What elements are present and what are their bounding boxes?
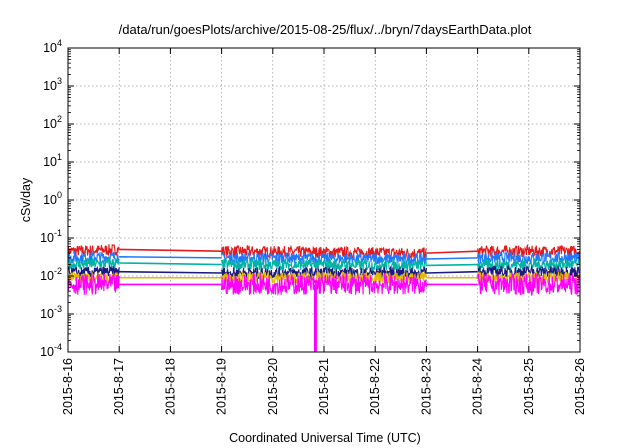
y-tick-label: 102 xyxy=(43,114,62,131)
y-tick-label: 10-2 xyxy=(40,266,62,283)
series-segment xyxy=(477,271,581,297)
y-tick-label: 101 xyxy=(43,152,62,169)
x-tick-label: 2015-8-26 xyxy=(573,358,587,415)
x-tick-label: 2015-8-25 xyxy=(522,358,536,415)
y-tick-label: 10-4 xyxy=(40,342,62,359)
series-segment xyxy=(426,263,478,267)
y-axis: 10-4 10-3 10-2 10-1 100 101 102 103 104 xyxy=(40,38,580,359)
series-segment xyxy=(426,270,478,274)
series-segment xyxy=(477,270,581,285)
series-segment xyxy=(426,250,478,254)
grid-lines xyxy=(68,48,580,352)
y-axis-label: cSv/day xyxy=(19,177,33,222)
series-segment xyxy=(221,273,427,296)
x-tick-label: 2015-8-24 xyxy=(471,358,485,415)
series-segment xyxy=(119,270,222,274)
series-segment xyxy=(477,243,581,258)
y-tick-label: 104 xyxy=(43,38,62,55)
series-segment xyxy=(221,244,427,261)
series-segment xyxy=(426,257,478,260)
x-tick-label: 2015-8-20 xyxy=(266,358,280,415)
series-line xyxy=(67,271,581,297)
series-segment xyxy=(221,257,427,273)
x-tick-label: 2015-8-18 xyxy=(163,358,177,415)
chart-title: /data/run/goesPlots/archive/2015-08-25/f… xyxy=(119,22,532,37)
y-tick-label: 100 xyxy=(43,190,62,207)
x-tick-label: 2015-8-22 xyxy=(368,358,382,415)
series-segment xyxy=(67,250,120,265)
x-axis-label: Coordinated Universal Time (UTC) xyxy=(229,431,421,445)
y-tick-label: 103 xyxy=(43,76,62,93)
x-tick-label: 2015-8-16 xyxy=(61,358,75,415)
series-segment xyxy=(119,256,222,259)
series-segment xyxy=(67,256,120,271)
y-tick-label: 10-1 xyxy=(40,228,62,245)
y-tick-label: 10-3 xyxy=(40,304,62,321)
x-tick-label: 2015-8-23 xyxy=(419,358,433,415)
x-tick-label: 2015-8-19 xyxy=(215,358,229,415)
series-segment xyxy=(67,264,120,279)
series-segment xyxy=(67,273,120,296)
x-axis: 2015-8-16 2015-8-17 2015-8-18 2015-8-19 2015… xyxy=(61,48,587,415)
series-segment xyxy=(119,248,222,252)
plot-area xyxy=(67,243,581,352)
x-tick-label: 2015-8-17 xyxy=(112,358,126,415)
x-tick-label: 2015-8-21 xyxy=(317,358,331,415)
series-segment xyxy=(477,250,581,266)
series-segment xyxy=(119,262,222,266)
